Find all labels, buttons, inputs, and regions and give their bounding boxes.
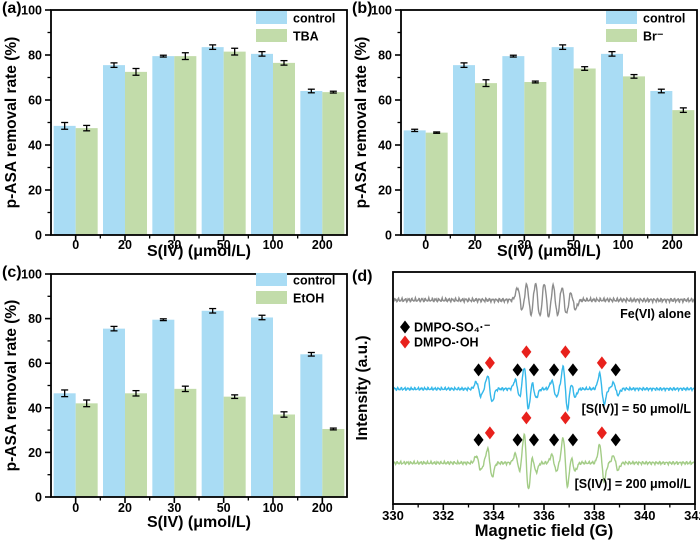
svg-text:80: 80 [378,49,392,63]
svg-text:100: 100 [371,4,392,18]
svg-text:0: 0 [385,229,392,243]
svg-text:DMPO-SO₄·⁻: DMPO-SO₄·⁻ [414,321,491,335]
svg-text:100: 100 [263,501,284,515]
svg-text:342: 342 [684,508,700,523]
svg-text:Br⁻: Br⁻ [643,30,664,44]
svg-text:0: 0 [35,229,42,243]
panel-b-letter: (b) [352,0,373,17]
svg-text:60: 60 [28,357,42,371]
svg-text:20: 20 [468,238,482,252]
svg-text:40: 40 [28,401,42,415]
svg-text:0: 0 [35,491,42,505]
panel-d: (d) Fe(VI) alone [S(IV)] = 50 μmol/L [S(IV… [350,262,700,541]
svg-text:100: 100 [613,238,634,252]
svg-text:p-ASA removal rate (%): p-ASA removal rate (%) [3,300,20,472]
svg-text:60: 60 [378,94,392,108]
svg-text:0: 0 [72,501,79,515]
svg-text:100: 100 [21,4,42,18]
bar-chart-bromide: 0 20 40 60 80 100 0 20 30 50 100 200 S(IV) (μmol/L) p… [353,4,698,260]
svg-text:DMPO-·OH: DMPO-·OH [414,336,479,350]
svg-text:200: 200 [312,501,333,515]
svg-text:Intensity (a.u.): Intensity (a.u.) [354,335,371,440]
svg-text:338: 338 [583,508,605,523]
svg-text:50: 50 [217,238,231,252]
svg-text:20: 20 [28,184,42,198]
svg-text:S(IV) (μmol/L): S(IV) (μmol/L) [497,243,601,260]
svg-text:20: 20 [118,501,132,515]
svg-text:30: 30 [167,238,181,252]
svg-text:p-ASA removal rate (%): p-ASA removal rate (%) [3,37,20,209]
svg-text:30: 30 [167,501,181,515]
svg-text:80: 80 [28,312,42,326]
epr-spectra-chart: Fe(VI) alone [S(IV)] = 50 μmol/L [S(IV)] =… [354,271,700,540]
panel-b: (b) 0 20 40 60 80 100 0 20 30 50 100 200 S(IV) (μmol… [350,0,700,262]
bar-chart-etoh: 0 20 40 60 80 100 0 20 30 50 100 200 S(IV) (μmol/L) p… [3,268,348,531]
panel-c-letter: (c) [2,264,22,281]
svg-text:0: 0 [422,238,429,252]
svg-text:30: 30 [517,238,531,252]
panel-a: (a) 0 20 40 60 80 100 0 20 30 50 100 200 S(IV) (μmol… [0,0,350,262]
svg-text:20: 20 [118,238,132,252]
svg-text:control: control [293,12,335,26]
svg-text:200: 200 [662,238,683,252]
svg-text:[S(IV)] = 50 μmol/L: [S(IV)] = 50 μmol/L [582,402,692,416]
svg-text:330: 330 [382,508,404,523]
svg-text:40: 40 [28,139,42,153]
svg-text:control: control [293,274,335,288]
svg-text:60: 60 [28,94,42,108]
svg-text:200: 200 [312,238,333,252]
svg-text:340: 340 [634,508,656,523]
svg-text:0: 0 [72,238,79,252]
svg-text:S(IV) (μmol/L): S(IV) (μmol/L) [147,514,251,531]
svg-text:S(IV) (μmol/L): S(IV) (μmol/L) [147,243,251,260]
svg-text:100: 100 [21,268,42,282]
svg-text:332: 332 [432,508,454,523]
panel-c: (c) 0 20 40 60 80 100 0 20 30 50 100 200 S(IV) (μmol… [0,262,350,541]
svg-text:p-ASA removal rate (%): p-ASA removal rate (%) [353,37,370,209]
svg-text:50: 50 [217,501,231,515]
svg-text:EtOH: EtOH [293,292,324,306]
svg-text:80: 80 [28,49,42,63]
svg-text:TBA: TBA [293,30,319,44]
svg-text:20: 20 [28,446,42,460]
svg-text:336: 336 [533,508,555,523]
bar-chart-tba: 0 20 40 60 80 100 0 20 30 50 100 200 S(IV) (μmol/L) p… [3,4,348,260]
svg-text:100: 100 [263,238,284,252]
svg-text:[S(IV)] = 200 μmol/L: [S(IV)] = 200 μmol/L [575,477,692,491]
panel-a-letter: (a) [2,0,22,17]
svg-text:Fe(VI) alone: Fe(VI) alone [620,307,691,321]
svg-text:40: 40 [378,139,392,153]
panel-d-letter: (d) [352,268,373,285]
svg-text:control: control [643,12,685,26]
svg-text:Magnetic field (G): Magnetic field (G) [475,522,613,540]
svg-text:334: 334 [483,508,505,523]
svg-text:20: 20 [378,184,392,198]
svg-text:50: 50 [567,238,581,252]
